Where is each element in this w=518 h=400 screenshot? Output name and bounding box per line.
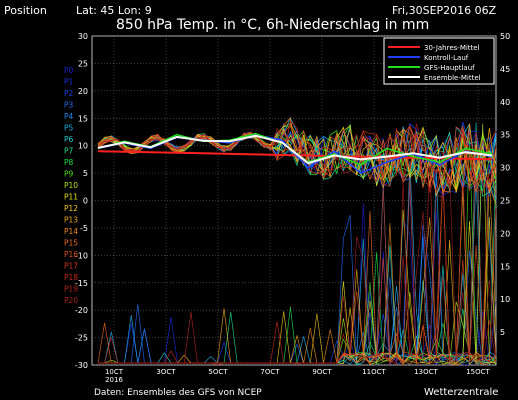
series-line xyxy=(97,150,493,161)
left-tick-label: -10 xyxy=(75,251,88,260)
member-label: P5 xyxy=(64,124,74,133)
left-tick-label: 30 xyxy=(78,32,88,41)
run-time-label: Fri,30SEP2016 06Z xyxy=(392,4,497,17)
legend-label: 30-Jahres-Mittel xyxy=(424,44,480,52)
member-label: P18 xyxy=(64,273,78,282)
member-label: P1 xyxy=(64,78,74,87)
x-tick-label: 2016 xyxy=(105,376,123,384)
right-tick-label: 10 xyxy=(500,295,510,304)
x-tick-label: 3OCT xyxy=(156,368,176,376)
left-tick-label: 5 xyxy=(83,169,88,178)
chart-title: 850 hPa Temp. in °C, 6h-Niederschlag in … xyxy=(116,17,429,33)
right-tick-label: 45 xyxy=(500,65,510,74)
x-tick-label: 10CT xyxy=(105,368,124,376)
left-tick-label: -5 xyxy=(80,224,88,233)
left-tick-label: -25 xyxy=(75,334,88,343)
member-label: P2 xyxy=(64,89,74,98)
x-tick-label: 13OCT xyxy=(414,368,438,376)
left-tick-label: 0 xyxy=(83,197,88,206)
right-tick-label: 50 xyxy=(500,32,510,41)
right-axis-ticks: 50 45 40 35 30 25 20 15 10 5 xyxy=(500,32,510,337)
right-tick-label: 40 xyxy=(500,98,510,107)
member-label: P19 xyxy=(64,285,78,294)
member-label: P16 xyxy=(64,250,78,259)
left-tick-label: -15 xyxy=(75,279,88,288)
left-tick-label: 10 xyxy=(78,142,88,151)
right-tick-label: 25 xyxy=(500,197,510,206)
member-label: P9 xyxy=(64,170,74,179)
x-tick-label: 11OCT xyxy=(362,368,386,376)
member-label: P15 xyxy=(64,239,78,248)
x-tick-label: 5OCT xyxy=(208,368,228,376)
left-tick-label: 20 xyxy=(78,87,88,96)
legend-label: Kontroll-Lauf xyxy=(424,54,469,62)
x-tick-label: 9OCT xyxy=(312,368,332,376)
member-label: P8 xyxy=(64,158,74,167)
x-tick-label: 15OCT xyxy=(466,368,490,376)
x-tick-label: 7OCT xyxy=(260,368,280,376)
lat-lon-label: Lat: 45 Lon: 9 xyxy=(76,4,152,17)
member-label: P12 xyxy=(64,204,78,213)
position-label: Position xyxy=(4,4,47,17)
main-series-lines xyxy=(97,132,493,174)
member-label: P14 xyxy=(64,227,78,236)
series-line xyxy=(97,134,493,165)
right-tick-label: 20 xyxy=(500,229,510,238)
member-line-P19 xyxy=(97,126,497,194)
member-label: P6 xyxy=(64,135,74,144)
legend-label: GFS-Hauptlauf xyxy=(424,64,475,72)
member-label: P0 xyxy=(64,66,74,75)
member-label: P7 xyxy=(64,147,74,156)
member-label: P17 xyxy=(64,262,78,271)
right-tick-label: 35 xyxy=(500,131,510,140)
data-source-label: Daten: Ensembles des GFS von NCEP xyxy=(94,388,262,398)
legend-label: Ensemble-Mittel xyxy=(424,74,481,82)
precipitation-layer xyxy=(97,122,497,367)
left-tick-label: -20 xyxy=(75,306,88,315)
member-label: P20 xyxy=(64,296,78,305)
member-label: P13 xyxy=(64,216,78,225)
left-tick-label: 15 xyxy=(78,114,88,123)
left-tick-label: -30 xyxy=(75,361,88,370)
left-tick-label: 25 xyxy=(78,59,88,68)
member-label: P10 xyxy=(64,181,78,190)
member-legend: P0 P1 P2 P3 P4 P5 P6 P7 P8 P9 P10 P11 P12 P13 P14 P15 P1… xyxy=(64,66,78,305)
member-label: P11 xyxy=(64,193,78,202)
member-label: P4 xyxy=(64,112,74,121)
right-tick-label: 5 xyxy=(500,328,505,337)
member-label: P3 xyxy=(64,101,74,110)
legend: 30-Jahres-Mittel Kontroll-Lauf GFS-Hauptla… xyxy=(388,44,481,82)
precip-line-P20 xyxy=(98,170,497,364)
left-axis-ticks: 30 25 20 15 10 5 0 -5 -10 -15 -20 -25 -30 xyxy=(75,32,88,370)
brand-label: Wetterzentrale xyxy=(424,387,498,398)
member-line-P20 xyxy=(97,123,497,190)
right-tick-label: 30 xyxy=(500,164,510,173)
right-tick-label: 15 xyxy=(500,262,510,271)
